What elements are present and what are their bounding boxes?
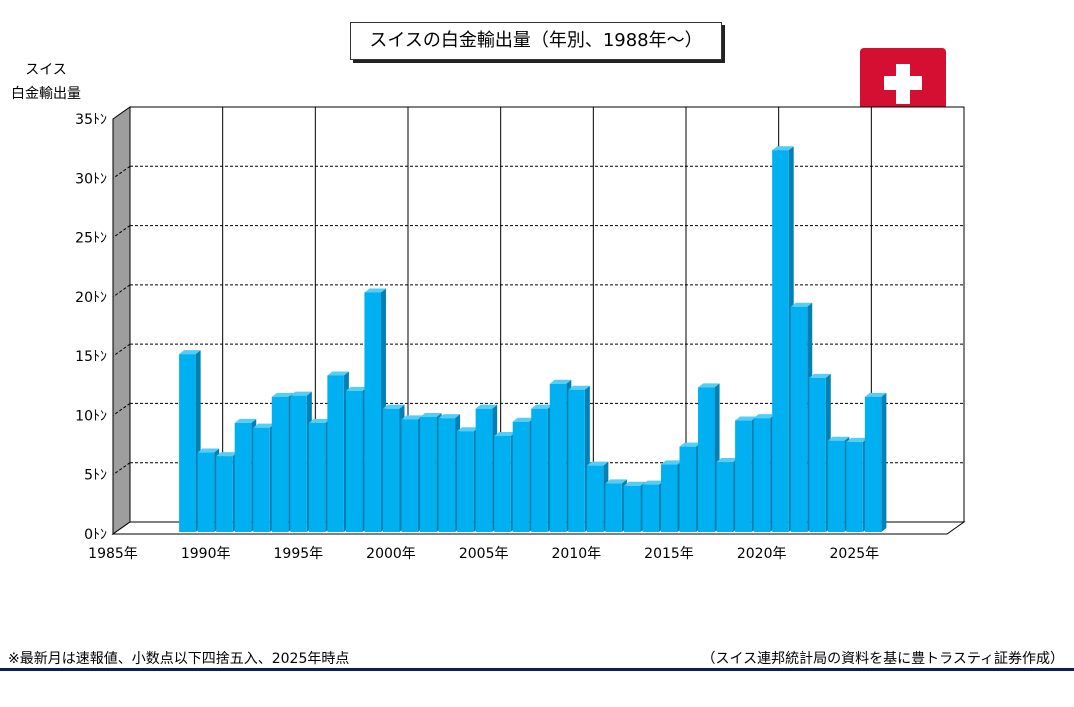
bar <box>735 416 757 532</box>
y-gridline-wall <box>112 343 131 357</box>
bar <box>679 442 702 532</box>
y-tick-label: 15ﾄﾝ <box>75 349 107 365</box>
x-tick-label: 1985年 <box>88 546 138 562</box>
y-tick-label: 5ﾄﾝ <box>84 468 107 484</box>
swiss-flag-icon <box>860 48 946 112</box>
bar <box>846 437 868 532</box>
bar <box>531 404 553 532</box>
bar <box>827 436 850 532</box>
y-tick-label: 25ﾄﾝ <box>75 231 107 247</box>
y-tick-label: 30ﾄﾝ <box>75 171 107 187</box>
x-tick-label: 2015年 <box>644 546 694 562</box>
bar <box>457 427 479 532</box>
bar <box>475 404 498 532</box>
bar <box>586 461 609 532</box>
y-gridline-wall <box>112 165 131 179</box>
y-gridline-wall <box>112 403 131 416</box>
bar <box>438 414 461 532</box>
x-tick-label: 2010年 <box>552 546 602 562</box>
bar <box>864 392 887 532</box>
y-axis-label: スイス 白金輸出量 <box>8 58 84 106</box>
bar <box>420 412 442 532</box>
y-tick-label: 35ﾄﾝ <box>75 112 107 128</box>
chart-title-box: スイスの白金輸出量（年別、1988年～） <box>350 22 722 60</box>
bar <box>290 391 312 532</box>
bar <box>216 452 238 532</box>
bar <box>494 431 516 532</box>
bar <box>716 458 739 532</box>
bar <box>234 418 257 532</box>
bottom-rule <box>0 668 1074 671</box>
flag-cross-horizontal <box>884 76 922 90</box>
bar <box>698 383 720 532</box>
bar <box>197 448 220 532</box>
y-tick-label: 20ﾄﾝ <box>75 290 107 306</box>
chart-side-wall <box>112 106 131 535</box>
bar <box>253 423 275 532</box>
y-gridline-wall <box>112 462 131 476</box>
bar <box>790 302 813 532</box>
x-tick-label: 2005年 <box>459 546 509 562</box>
bar <box>642 480 664 532</box>
bar <box>512 417 535 532</box>
bar <box>623 481 646 532</box>
y-tick-label: 0ﾄﾝ <box>84 527 107 543</box>
bar <box>809 373 831 532</box>
x-tick-label: 1995年 <box>274 546 324 562</box>
bar <box>660 460 683 532</box>
bar <box>549 379 572 532</box>
footnote: ※最新月は速報値、小数点以下四捨五入、2025年時点 <box>8 651 350 667</box>
bar <box>605 479 627 532</box>
x-tick-label: 1990年 <box>181 546 231 562</box>
bar <box>753 414 776 532</box>
source-note: （スイス連邦統計局の資料を基に豊トラスティ証券作成） <box>701 651 1064 667</box>
bar <box>568 385 590 532</box>
y-axis-label-line-2: 白金輸出量 <box>11 86 81 102</box>
y-gridline-wall <box>112 284 131 298</box>
bar <box>364 288 386 532</box>
bar <box>179 350 201 532</box>
y-tick-label: 10ﾄﾝ <box>75 408 107 424</box>
bar <box>308 418 331 532</box>
bar <box>327 371 349 532</box>
x-tick-label: 2025年 <box>830 546 880 562</box>
bar <box>772 146 794 532</box>
x-tick-label: 2000年 <box>366 546 416 562</box>
x-tick-label: 2020年 <box>737 546 787 562</box>
bar <box>382 404 405 532</box>
y-gridline-wall <box>112 225 131 238</box>
y-axis-label-line-1: スイス <box>25 62 67 78</box>
bar <box>271 392 294 532</box>
bar <box>345 386 368 532</box>
bar <box>401 415 424 532</box>
chart-title: スイスの白金輸出量（年別、1988年～） <box>369 30 703 51</box>
